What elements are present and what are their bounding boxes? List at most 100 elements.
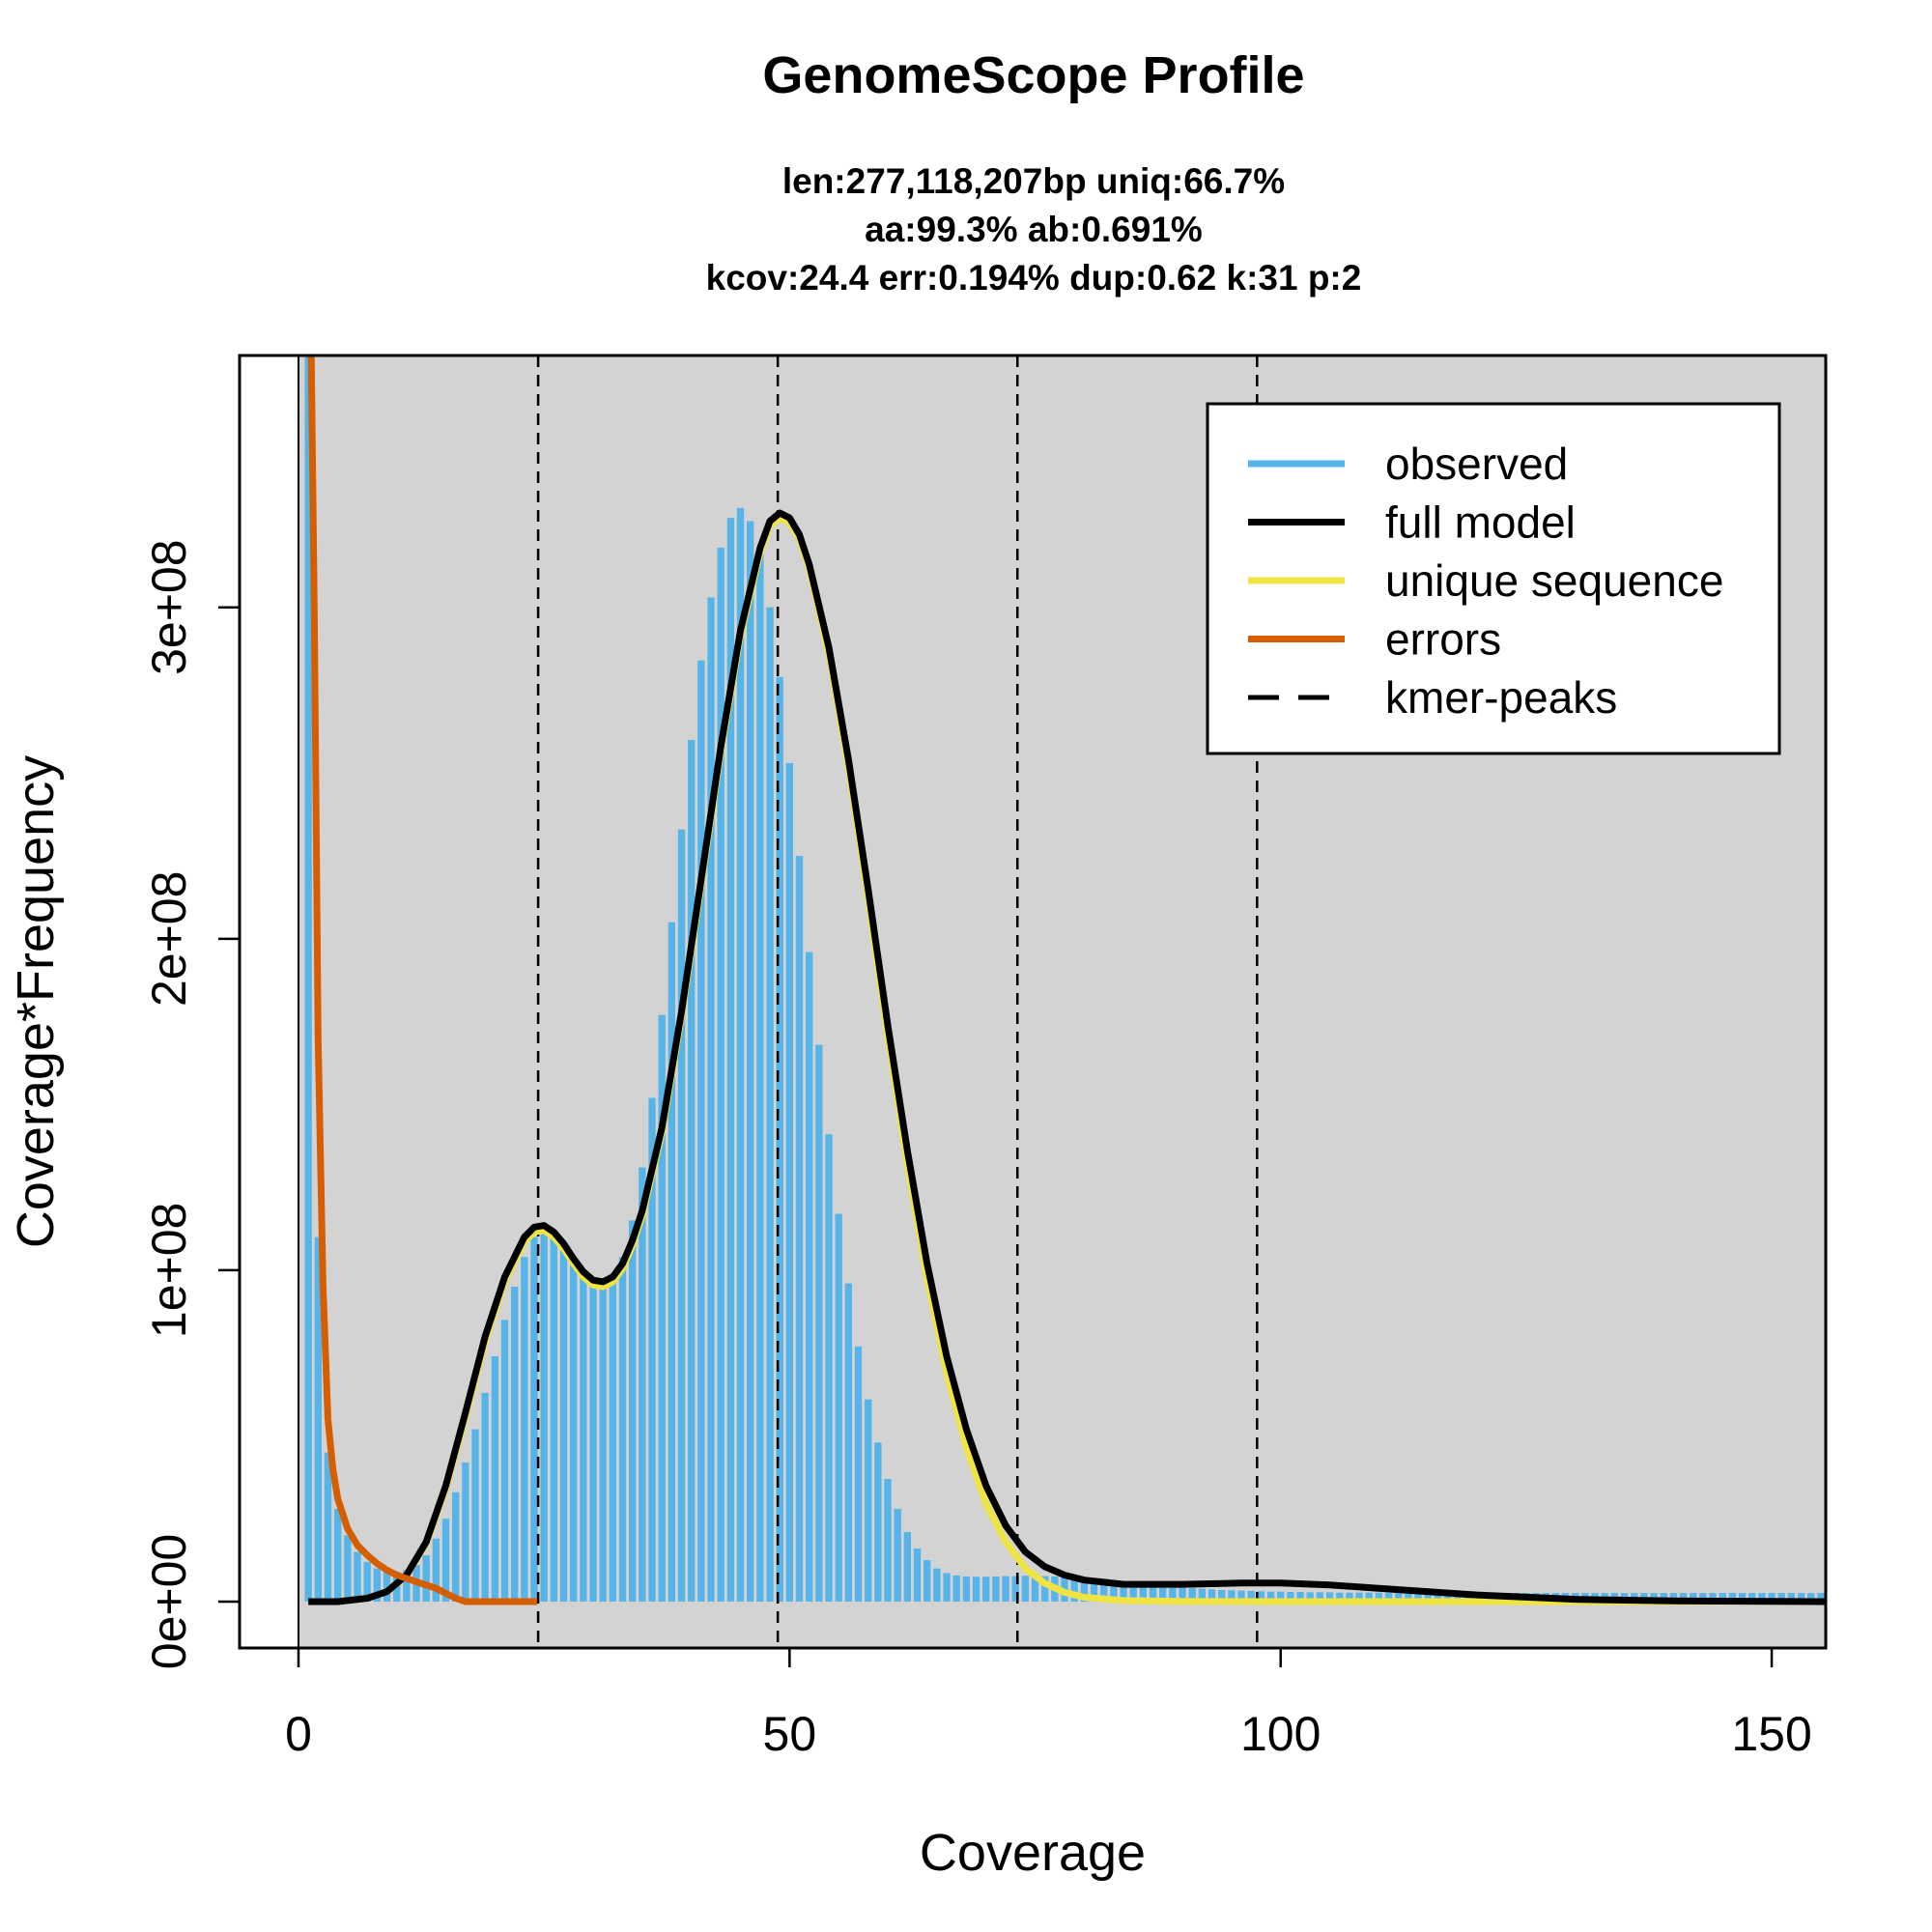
observed-bar	[825, 1134, 833, 1602]
observed-bar	[521, 1257, 528, 1602]
observed-bar	[500, 1320, 509, 1602]
observed-bar	[736, 507, 745, 1602]
observed-bar	[1228, 1590, 1236, 1602]
x-axis: 0 50 100 150	[285, 1647, 1812, 1761]
subtitle-line-3: kcov:24.4 err:0.194% dup:0.62 k:31 p:2	[706, 258, 1362, 298]
observed-bar	[1768, 1593, 1776, 1602]
y-tick-label: 1e+08	[142, 1203, 196, 1338]
observed-bar	[1021, 1576, 1030, 1602]
observed-bar	[835, 1213, 842, 1602]
observed-bar	[559, 1250, 568, 1602]
observed-bar	[806, 952, 813, 1602]
observed-bar	[1699, 1593, 1707, 1602]
observed-bar	[540, 1230, 548, 1602]
observed-bar	[1257, 1591, 1265, 1602]
observed-bar	[589, 1280, 597, 1602]
observed-bar	[462, 1462, 469, 1602]
x-tick-label: 50	[763, 1707, 817, 1761]
observed-bar	[452, 1492, 460, 1602]
observed-bar	[992, 1576, 1000, 1602]
observed-bar	[874, 1442, 882, 1602]
legend-label: full model	[1385, 497, 1576, 548]
observed-bar	[903, 1531, 912, 1602]
observed-bar	[1011, 1576, 1019, 1602]
observed-bar	[629, 1220, 637, 1602]
observed-bar	[1316, 1592, 1324, 1602]
observed-bar	[854, 1346, 863, 1602]
observed-bar	[354, 1551, 361, 1602]
observed-bar	[373, 1568, 382, 1602]
observed-bar	[1395, 1592, 1403, 1602]
observed-bar	[1208, 1589, 1216, 1602]
observed-bar	[658, 1014, 666, 1602]
observed-bar	[933, 1568, 941, 1602]
subtitle-line-1: len:277,118,207bp uniq:66.7%	[782, 161, 1285, 201]
observed-bar	[422, 1554, 430, 1602]
observed-bar	[1414, 1592, 1422, 1602]
legend-label: kmer-peaks	[1385, 672, 1617, 723]
observed-bar	[844, 1283, 853, 1602]
observed-bar	[1325, 1592, 1334, 1602]
observed-bar	[1443, 1593, 1452, 1602]
observed-bar	[334, 1508, 342, 1602]
observed-bar	[1100, 1579, 1108, 1602]
observed-bar	[766, 607, 774, 1602]
observed-bar	[982, 1577, 990, 1602]
observed-bar	[697, 660, 705, 1602]
observed-bar	[1807, 1593, 1815, 1602]
x-tick-label: 150	[1731, 1707, 1811, 1761]
observed-bar	[1738, 1593, 1747, 1602]
observed-bar	[1218, 1589, 1226, 1602]
y-tick-label: 0e+00	[142, 1534, 196, 1669]
observed-bar	[707, 597, 715, 1602]
observed-bar	[580, 1273, 587, 1602]
observed-bar	[1660, 1593, 1667, 1602]
observed-bar	[1179, 1587, 1186, 1602]
observed-bar	[1679, 1593, 1688, 1602]
legend: observed full model unique sequence errors k…	[1206, 402, 1781, 755]
observed-bar	[1434, 1593, 1442, 1602]
observed-bar	[894, 1508, 901, 1602]
y-tick-label: 2e+08	[142, 871, 196, 1007]
observed-bar	[403, 1570, 411, 1602]
observed-bar	[726, 518, 735, 1602]
x-axis-label: Coverage	[920, 1824, 1146, 1882]
observed-bar	[639, 1167, 646, 1602]
observed-bar	[471, 1429, 479, 1602]
observed-bar	[717, 547, 724, 1602]
observed-bar	[1355, 1592, 1363, 1602]
observed-bar	[1787, 1593, 1796, 1602]
y-tick-label: 3e+08	[142, 539, 196, 674]
observed-bar	[815, 1044, 823, 1602]
observed-bar	[1709, 1593, 1717, 1602]
chart-title: GenomeScope Profile	[762, 46, 1304, 104]
observed-bar	[1031, 1576, 1039, 1602]
observed-bar	[1817, 1593, 1825, 1602]
observed-bar	[314, 1236, 322, 1602]
y-axis-label: Coverage*Frequency	[7, 755, 65, 1248]
observed-bar	[1669, 1593, 1678, 1602]
x-tick-label: 100	[1240, 1707, 1321, 1761]
observed-bar	[1405, 1592, 1412, 1602]
observed-bar	[1424, 1593, 1432, 1602]
observed-bar	[1365, 1592, 1373, 1602]
observed-bar	[962, 1576, 971, 1602]
observed-bar	[1336, 1592, 1344, 1602]
observed-bar	[1041, 1576, 1049, 1602]
model-curves	[307, 355, 1826, 1605]
observed-bar	[1159, 1585, 1167, 1602]
subtitle-line-2: aa:99.3% ab:0.691%	[865, 210, 1203, 249]
observed-bar	[943, 1573, 951, 1602]
observed-bar	[1070, 1577, 1078, 1602]
observed-bar	[609, 1276, 617, 1602]
observed-bar	[1110, 1580, 1118, 1602]
observed-bar	[923, 1560, 931, 1602]
observed-bar	[785, 762, 794, 1602]
observed-bar	[383, 1572, 391, 1602]
observed-bar	[756, 554, 764, 1602]
observed-bar	[511, 1287, 519, 1602]
observed-bar	[1719, 1593, 1726, 1602]
observed-bar	[1120, 1581, 1127, 1602]
observed-bar	[1296, 1592, 1304, 1602]
